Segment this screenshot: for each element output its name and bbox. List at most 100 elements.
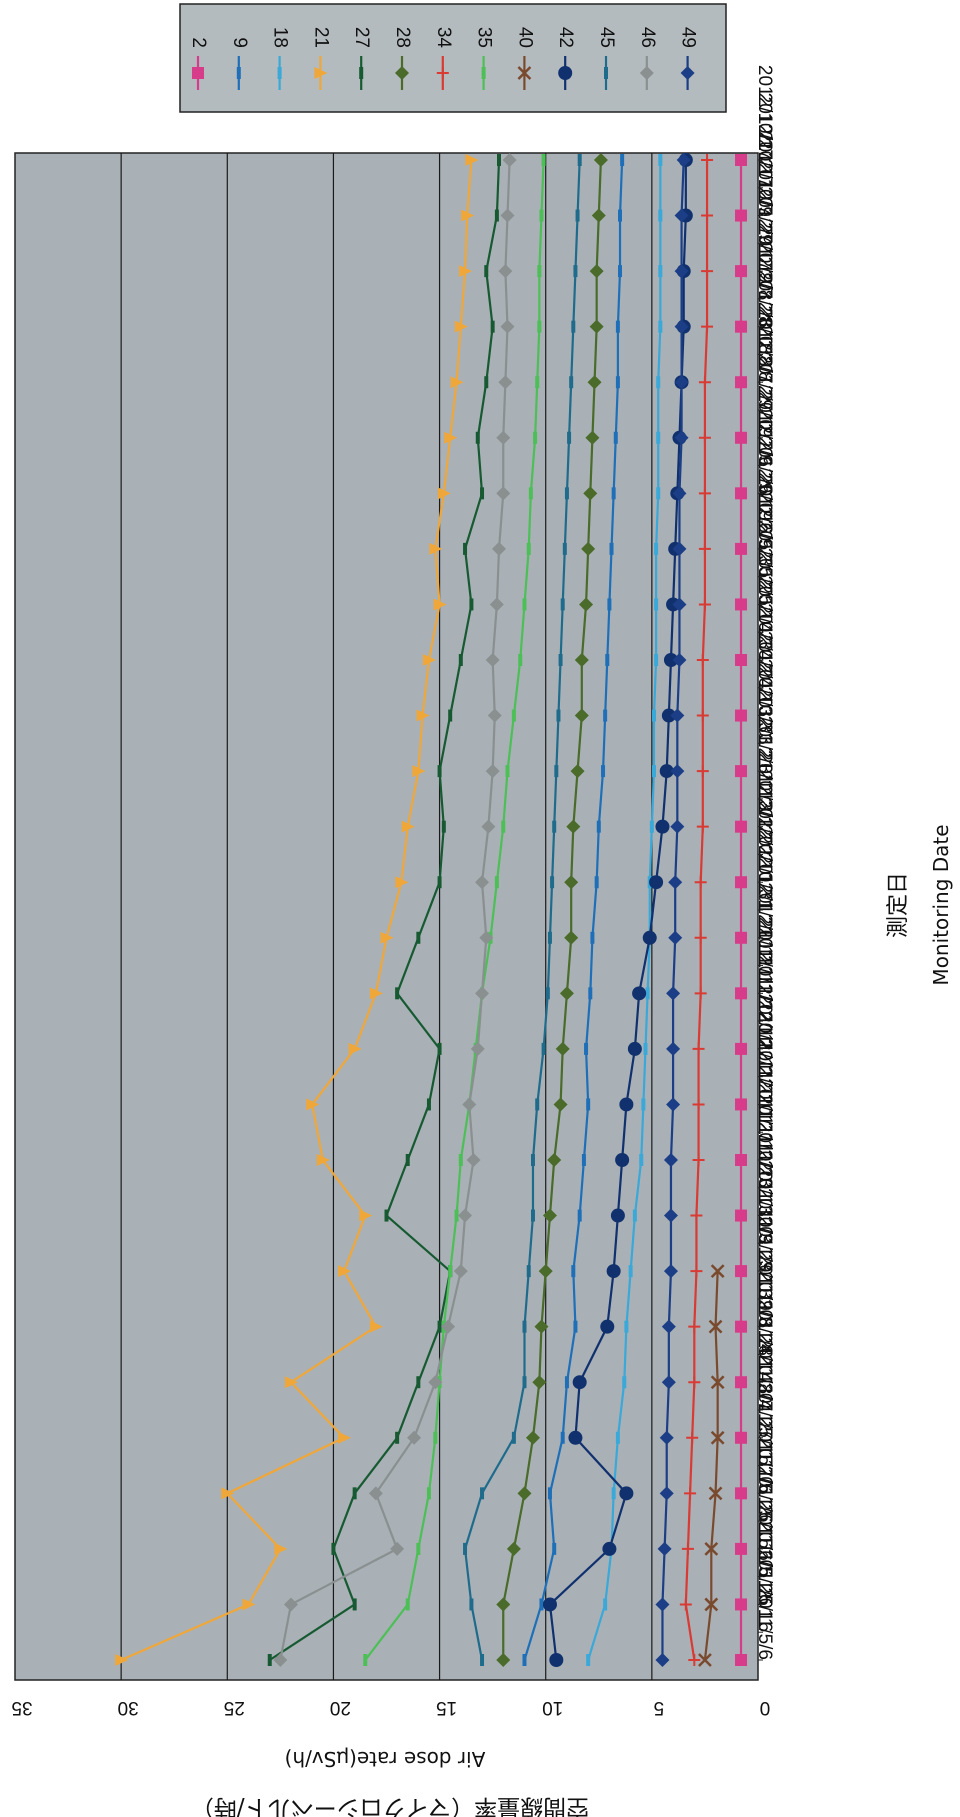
data-point xyxy=(698,1653,712,1667)
data-point xyxy=(735,265,748,278)
legend-label: 42 xyxy=(555,27,576,48)
data-point xyxy=(701,265,714,278)
data-point xyxy=(553,1097,568,1112)
data-point xyxy=(583,486,598,501)
data-point xyxy=(273,1653,288,1667)
data-point xyxy=(661,1319,676,1334)
data-point xyxy=(674,430,689,445)
y-tick-label: 30 xyxy=(118,1697,139,1718)
x-tick-label: 2011/6/15 xyxy=(754,1466,775,1549)
x-axis-title: 測定日 Monitoring Date xyxy=(886,824,953,985)
data-point xyxy=(659,764,674,779)
data-point xyxy=(735,654,748,666)
data-point xyxy=(710,1264,725,1278)
data-point xyxy=(485,764,500,779)
data-point xyxy=(274,1542,288,1555)
data-point xyxy=(663,1153,678,1167)
legend-item-40: 40 xyxy=(514,27,535,90)
x-tick-label: 2011/6/25 xyxy=(754,1438,775,1521)
data-point xyxy=(681,1542,694,1555)
data-point xyxy=(639,66,654,80)
x-tick-label: 2011/5/6 xyxy=(754,1587,775,1660)
data-point xyxy=(701,154,714,166)
x-tick-label: 2011/5/26 xyxy=(754,1521,775,1604)
legend-item-28: 28 xyxy=(392,27,413,90)
data-point xyxy=(348,1042,362,1055)
data-point xyxy=(496,1597,511,1612)
y-axis-title-en: Air dose rate(μSv/h) xyxy=(285,1747,486,1771)
data-point xyxy=(735,1154,748,1166)
data-point xyxy=(692,1098,705,1111)
data-point xyxy=(242,1598,256,1611)
series xyxy=(115,153,748,1667)
data-point xyxy=(735,765,748,778)
data-point xyxy=(429,542,443,555)
data-point xyxy=(735,598,748,611)
y-tick-label: 25 xyxy=(224,1697,245,1718)
data-point xyxy=(532,1375,547,1390)
legend-item-27: 27 xyxy=(351,27,372,90)
legend-label: 49 xyxy=(678,27,699,48)
data-point xyxy=(338,1265,352,1278)
data-point xyxy=(710,1375,725,1390)
data-point xyxy=(735,709,748,722)
data-point xyxy=(587,375,602,390)
series-line xyxy=(279,159,511,1661)
data-point xyxy=(735,542,748,555)
data-point xyxy=(692,1042,705,1055)
legend-item-21: 21 xyxy=(310,27,331,90)
y-tick-label: 5 xyxy=(654,1697,665,1718)
x-tick-label: 2012/2/10 xyxy=(754,798,775,883)
x-tick-label: 2011/10/3 xyxy=(754,1160,775,1243)
data-point xyxy=(663,1208,678,1223)
data-point xyxy=(674,375,689,390)
data-point xyxy=(649,875,664,890)
x-tick-label: 2012/3/31 xyxy=(754,659,775,744)
data-point xyxy=(735,1209,748,1222)
data-point xyxy=(517,66,532,80)
data-point xyxy=(428,1375,443,1390)
series-line xyxy=(502,159,603,1660)
data-point xyxy=(593,153,608,167)
data-point xyxy=(735,487,748,500)
series-line xyxy=(703,1271,719,1661)
data-point xyxy=(581,541,596,556)
data-point xyxy=(686,1431,699,1444)
data-point xyxy=(672,597,687,612)
data-point xyxy=(591,208,606,223)
data-point xyxy=(655,819,670,834)
data-point xyxy=(694,931,707,944)
data-point xyxy=(735,1042,748,1055)
x-tick-label: 2011/12/2 xyxy=(754,994,775,1077)
data-point xyxy=(359,1209,373,1222)
x-tick-label: 2012/4/20 xyxy=(754,603,775,688)
data-point xyxy=(314,67,328,79)
series-line xyxy=(587,160,662,1661)
data-point xyxy=(549,1653,564,1667)
x-tick-label: 2011/7/5 xyxy=(754,1421,775,1494)
data-point xyxy=(606,1264,621,1279)
data-point xyxy=(489,597,504,612)
data-point xyxy=(401,820,415,833)
data-point xyxy=(437,487,451,500)
data-point xyxy=(559,986,574,1001)
data-point xyxy=(487,708,502,723)
data-point xyxy=(602,1541,617,1556)
data-point xyxy=(479,930,494,945)
data-point xyxy=(672,653,687,667)
x-tick-label: 2011/11/22 xyxy=(754,1012,775,1104)
x-tick-label: 2012/4/30 xyxy=(754,575,775,660)
data-point xyxy=(450,376,464,389)
data-point xyxy=(395,876,409,889)
data-point xyxy=(735,1376,748,1389)
legend-item-35: 35 xyxy=(474,27,495,90)
x-tick-label: 2012/4/10 xyxy=(754,631,775,716)
x-tick-label: 2011/11/2 xyxy=(754,1078,775,1160)
x-tick-label: 2011/9/23 xyxy=(754,1188,775,1271)
x-tick-label: 2012/5/30 xyxy=(754,492,775,577)
data-point xyxy=(221,1487,235,1500)
data-point xyxy=(663,653,678,667)
series-40 xyxy=(698,1264,725,1667)
data-point xyxy=(684,1487,697,1500)
